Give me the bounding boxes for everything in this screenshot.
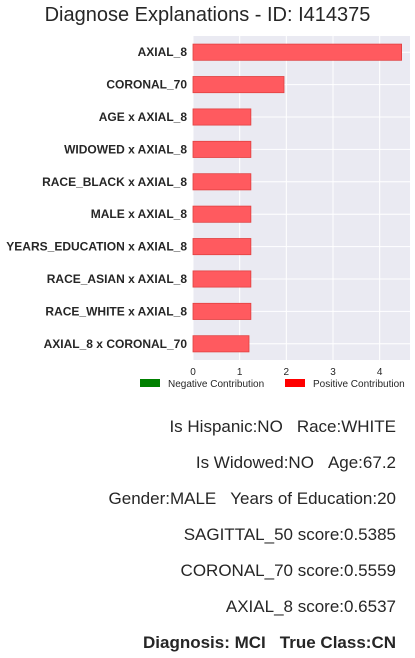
bar	[192, 302, 252, 320]
widowed-value: Is Widowed:NO	[195, 453, 314, 472]
axial-score: AXIAL_8 score:0.6537	[225, 597, 396, 616]
legend: Negative Contribution Positive Contributi…	[140, 379, 405, 390]
bar	[192, 76, 285, 94]
x-tick-label: 2	[284, 367, 290, 378]
sagittal-score: SAGITTAL_50 score:0.5385	[183, 525, 396, 544]
coronal-score: CORONAL_70 score:0.5559	[180, 561, 396, 580]
y-tick-label: AXIAL_8	[138, 45, 188, 59]
x-tick-label: 0	[190, 367, 196, 378]
legend-swatch	[140, 379, 160, 387]
education-value: Years of Education:20	[230, 489, 396, 508]
explanation-bar-chart: AXIAL_8 CORONAL_70 AGE x AXIAL_8 WIDOWED x …	[6, 36, 410, 390]
y-tick-labels: AXIAL_8 CORONAL_70 AGE x AXIAL_8 WIDOWED x …	[6, 45, 187, 351]
info-line-diagnosis: Diagnosis: MCI True Class:CN	[143, 633, 396, 653]
hispanic-value: Is Hispanic:NO	[169, 417, 283, 436]
y-tick-label: YEARS_EDUCATION x AXIAL_8	[6, 240, 187, 254]
x-tick-label: 3	[330, 367, 336, 378]
chart-title: Diagnose Explanations - ID: I414375	[44, 4, 371, 26]
y-tick-label: AXIAL_8 x CORONAL_70	[44, 337, 188, 351]
y-tick-label: WIDOWED x AXIAL_8	[64, 142, 187, 156]
bar	[192, 205, 252, 223]
info-line-gender-education: Gender:MALE Years of Education:20	[109, 489, 396, 509]
bar	[192, 335, 250, 353]
legend-label: Negative Contribution	[168, 379, 264, 390]
bar	[192, 173, 252, 191]
x-tick-labels: 0 1 2 3 4	[190, 367, 383, 378]
y-tick-label: RACE_ASIAN x AXIAL_8	[47, 272, 188, 286]
x-tick-label: 4	[377, 367, 383, 378]
age-value: Age:67.2	[327, 453, 396, 472]
diagnosis-value: Diagnosis: MCI	[143, 633, 266, 652]
gender-value: Gender:MALE	[108, 489, 217, 508]
bar	[192, 238, 252, 256]
legend-swatch	[285, 379, 305, 387]
bar	[192, 43, 403, 61]
y-tick-label: MALE x AXIAL_8	[91, 207, 188, 221]
true-class-value: True Class:CN	[279, 633, 396, 652]
bars	[192, 43, 403, 353]
y-tick-label: CORONAL_70	[106, 78, 187, 92]
info-line-widowed-age: Is Widowed:NO Age:67.2	[196, 453, 396, 473]
bar	[192, 270, 252, 288]
race-value: Race:WHITE	[296, 417, 396, 436]
y-tick-label: RACE_BLACK x AXIAL_8	[42, 175, 187, 189]
bar	[192, 140, 252, 158]
legend-label: Positive Contribution	[313, 379, 405, 390]
bar	[192, 108, 252, 126]
y-tick-label: RACE_WHITE x AXIAL_8	[45, 304, 187, 318]
x-tick-label: 1	[237, 367, 243, 378]
y-tick-label: AGE x AXIAL_8	[99, 110, 188, 124]
info-line-demographics: Is Hispanic:NO Race:WHITE	[169, 417, 396, 437]
